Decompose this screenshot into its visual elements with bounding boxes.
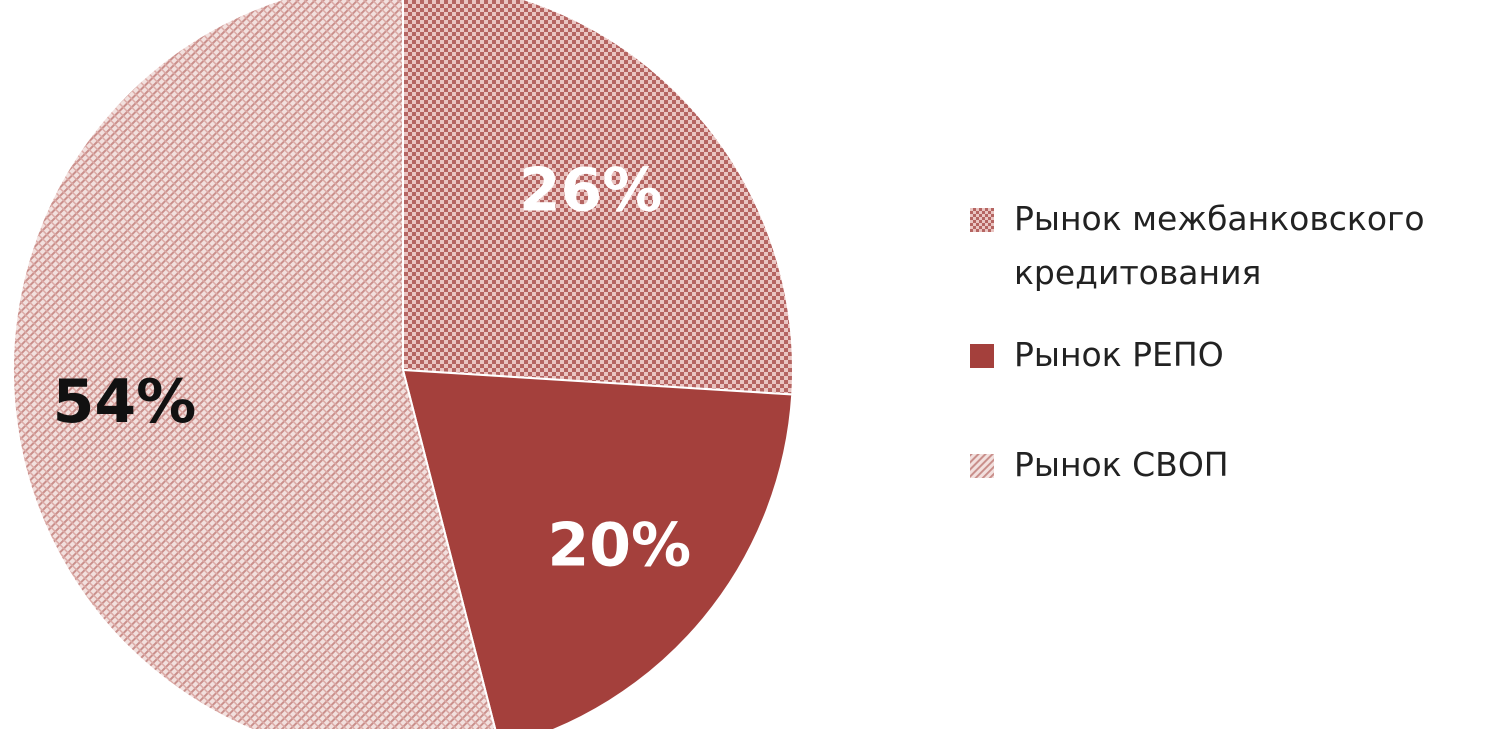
legend-item-interbank: Рынок межбанковского кредитования [970, 192, 1480, 300]
legend-swatch-interbank [970, 208, 994, 232]
legend: Рынок межбанковского кредитования Рынок … [970, 192, 1480, 492]
legend-swatch-swap [970, 454, 994, 478]
data-label-swap: 54% [53, 367, 197, 437]
pie-data-labels: 26% 20% 54% [53, 155, 692, 580]
legend-item-swap: Рынок СВОП [970, 438, 1480, 492]
data-label-repo: 20% [548, 511, 692, 581]
legend-item-repo: Рынок РЕПО [970, 328, 1480, 382]
legend-label-interbank: Рынок межбанковского кредитования [1014, 199, 1425, 292]
legend-label-swap: Рынок СВОП [1014, 445, 1229, 484]
pie-slice-interbank [402, 0, 794, 396]
legend-label-repo: Рынок РЕПО [1014, 335, 1224, 374]
pie-slice-swap [12, 0, 497, 729]
pie-slice-repo [401, 368, 794, 729]
legend-swatch-repo [970, 344, 994, 368]
pie-slices [12, 0, 794, 729]
data-label-interbank: 26% [519, 155, 663, 225]
